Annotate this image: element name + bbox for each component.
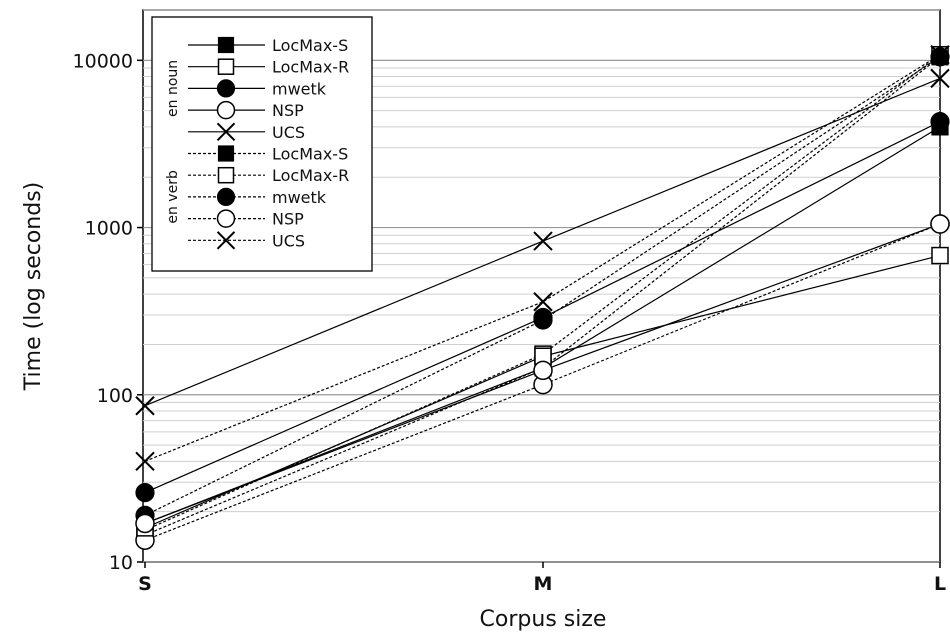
legend-label: mwetk bbox=[272, 188, 327, 207]
series-UCS-en-verb bbox=[135, 45, 950, 472]
y-tick-label: 100 bbox=[97, 385, 133, 407]
data-point bbox=[135, 513, 155, 534]
series-layer bbox=[135, 45, 950, 550]
legend-label: NSP bbox=[272, 210, 304, 229]
legend-item: mwetk bbox=[188, 187, 327, 207]
data-point bbox=[533, 231, 553, 251]
x-tick-label: S bbox=[138, 573, 152, 595]
x-axis-label: Corpus size bbox=[480, 607, 607, 632]
data-point bbox=[533, 307, 553, 328]
series-UCS-en-noun bbox=[135, 68, 950, 416]
legend-item: NSP bbox=[188, 100, 304, 120]
legend-item: LocMax-S bbox=[188, 36, 348, 55]
legend-marker bbox=[217, 36, 235, 54]
data-point bbox=[930, 112, 950, 132]
legend-item: LocMax-R bbox=[188, 166, 349, 185]
legend-marker bbox=[217, 58, 235, 75]
data-point bbox=[930, 47, 950, 67]
legend-item: LocMax-R bbox=[188, 58, 349, 77]
y-tick-label: 10000 bbox=[73, 50, 133, 72]
x-tick-label: M bbox=[534, 573, 553, 595]
legend-label: LocMax-R bbox=[272, 58, 349, 77]
legend-item: mwetk bbox=[188, 79, 327, 98]
legend-marker bbox=[216, 231, 236, 250]
data-point bbox=[930, 214, 950, 234]
legend-item: UCS bbox=[188, 231, 305, 250]
legend-marker bbox=[216, 122, 236, 142]
data-point bbox=[533, 360, 553, 381]
legend-item: UCS bbox=[188, 122, 305, 142]
legend: LocMax-S LocMax-R mwetk NSP UCS LocMax-S LocMa… bbox=[151, 16, 373, 272]
data-point bbox=[930, 45, 950, 65]
series-NSP-en-noun bbox=[135, 214, 950, 534]
data-point bbox=[135, 483, 155, 503]
series-line bbox=[144, 54, 941, 462]
legend-label: LocMax-S bbox=[272, 145, 348, 164]
legend-group-label: en verb bbox=[165, 170, 181, 224]
data-point bbox=[533, 292, 553, 312]
legend-marker bbox=[216, 209, 236, 228]
y-tick-label: 10 bbox=[109, 552, 133, 574]
legend-marker bbox=[217, 166, 235, 184]
y-tick-label: 1000 bbox=[85, 218, 133, 240]
y-axis-label: Time (log seconds) bbox=[21, 182, 46, 391]
legend-marker bbox=[217, 145, 235, 162]
legend-label: UCS bbox=[272, 231, 305, 250]
series-line bbox=[144, 56, 941, 516]
legend-marker bbox=[216, 187, 236, 206]
series-mwetk-en-noun bbox=[135, 112, 950, 503]
legend-label: mwetk bbox=[272, 79, 327, 98]
legend-item: LocMax-S bbox=[188, 145, 348, 164]
axes: 10 100 1000 10000 S M L bbox=[73, 50, 947, 595]
legend-marker bbox=[216, 100, 236, 120]
legend-label: UCS bbox=[272, 123, 305, 142]
x-tick-label: L bbox=[934, 573, 946, 595]
legend-label: LocMax-S bbox=[272, 36, 348, 55]
data-point bbox=[931, 246, 949, 265]
legend-group-label: en noun bbox=[165, 60, 181, 117]
legend-label: NSP bbox=[272, 101, 304, 120]
legend-label: LocMax-R bbox=[272, 166, 349, 185]
legend-box bbox=[151, 16, 373, 272]
legend-item: NSP bbox=[188, 209, 304, 229]
data-point bbox=[930, 68, 950, 89]
data-point bbox=[135, 396, 155, 416]
legend-marker bbox=[216, 79, 236, 98]
data-point bbox=[135, 451, 155, 472]
